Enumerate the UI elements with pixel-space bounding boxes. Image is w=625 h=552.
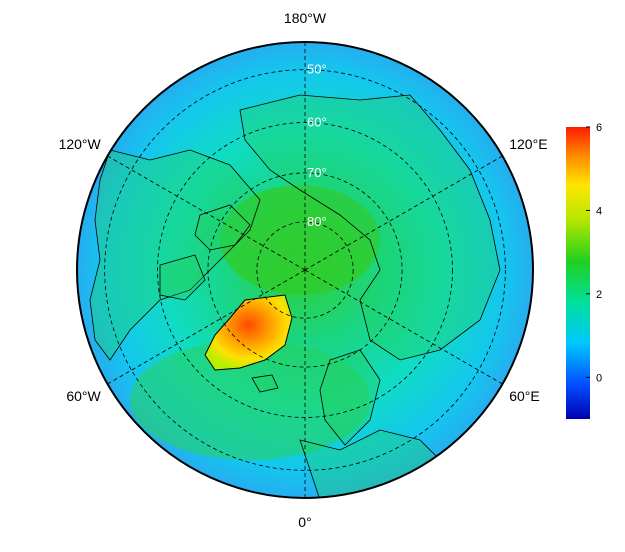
longitude-label-60W: 60°W	[66, 388, 101, 404]
meridian-300	[107, 269, 306, 385]
colorbar-gradient	[566, 127, 590, 419]
arctic-archipelago-outline	[194, 204, 251, 251]
colorbar-tick-label-0: 0	[596, 372, 602, 384]
latitude-labels: 50° 60° 70° 80°	[307, 62, 327, 229]
baffin-island-outline	[159, 254, 206, 301]
atlantic-green-area	[130, 340, 370, 460]
colorbar-ticks: 0 2 4 6	[586, 122, 602, 384]
map-disk	[77, 42, 533, 498]
colorbar-tick-label-6: 6	[596, 122, 602, 134]
meridian-60	[304, 269, 503, 385]
arctic-high-patch	[220, 185, 380, 295]
latitude-circle-80	[256, 221, 354, 319]
latitude-circle-50	[104, 69, 506, 471]
longitude-labels: 180°W 120°W 120°E 60°W 60°E 0°	[59, 10, 548, 530]
colorbar-tick-label-2: 2	[596, 289, 602, 301]
north-america-outline	[89, 149, 261, 361]
colorbar: 0 2 4 6	[566, 122, 602, 419]
map-border	[76, 41, 534, 499]
latitude-label-60: 60°	[307, 115, 327, 130]
longitude-label-120E: 120°E	[509, 136, 547, 152]
longitude-label-60E: 60°E	[509, 388, 540, 404]
latitude-label-70: 70°	[307, 165, 327, 180]
scandinavia-outline	[319, 349, 381, 446]
latitude-label-80: 80°	[307, 214, 327, 229]
meridian-240	[107, 155, 306, 271]
greenland-ice-sheet	[204, 294, 293, 371]
longitude-label-180W: 180°W	[284, 10, 327, 26]
colorbar-tick-label-4: 4	[596, 205, 602, 217]
meridian-120	[304, 155, 503, 271]
iceland-outline	[251, 374, 279, 393]
graticule	[104, 42, 506, 498]
longitude-label-0: 0°	[298, 514, 311, 530]
longitude-label-120W: 120°W	[59, 136, 102, 152]
latitude-circle-70	[207, 172, 403, 368]
latitude-label-50: 50°	[307, 62, 327, 77]
